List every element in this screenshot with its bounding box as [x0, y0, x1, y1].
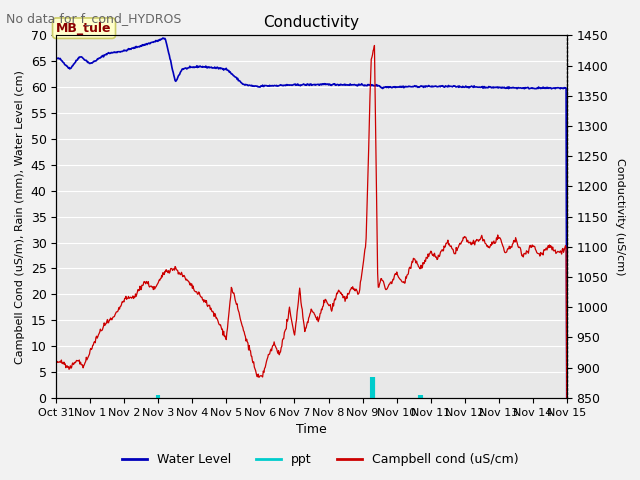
X-axis label: Time: Time — [296, 423, 327, 436]
Text: MB_tule: MB_tule — [56, 22, 112, 35]
Y-axis label: Campbell Cond (uS/m), Rain (mm), Water Level (cm): Campbell Cond (uS/m), Rain (mm), Water L… — [15, 70, 25, 363]
Legend: Water Level, ppt, Campbell cond (uS/cm): Water Level, ppt, Campbell cond (uS/cm) — [116, 448, 524, 471]
Title: Conductivity: Conductivity — [264, 15, 360, 30]
Y-axis label: Conductivity (uS/cm): Conductivity (uS/cm) — [615, 158, 625, 276]
Text: No data for f_cond_HYDROS: No data for f_cond_HYDROS — [6, 12, 182, 25]
